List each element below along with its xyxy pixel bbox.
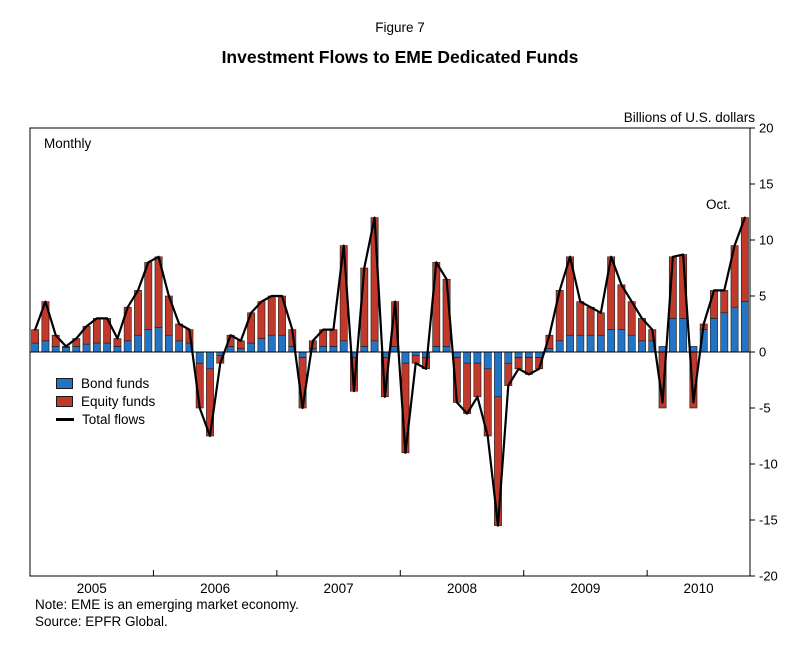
figure-number: Figure 7: [375, 20, 425, 35]
svg-text:15: 15: [759, 177, 773, 192]
units-label: Billions of U.S. dollars: [623, 110, 755, 125]
figure-title: Investment Flows to EME Dedicated Funds: [221, 47, 579, 67]
svg-text:5: 5: [759, 289, 766, 304]
svg-text:0: 0: [759, 345, 766, 360]
svg-text:-10: -10: [759, 457, 778, 472]
svg-text:2007: 2007: [324, 581, 354, 596]
equity-funds-swatch: [56, 395, 73, 407]
legend-row-total-flows: Total flows: [56, 410, 155, 428]
note-line: Note: EME is an emerging market economy.: [35, 597, 299, 612]
last-point-annotation: Oct.: [706, 197, 731, 212]
legend-label-bond-funds: Bond funds: [81, 375, 150, 391]
svg-text:10: 10: [759, 233, 773, 248]
svg-text:2006: 2006: [200, 581, 230, 596]
total-flows-swatch: [56, 417, 74, 421]
svg-text:2005: 2005: [77, 581, 107, 596]
svg-text:2008: 2008: [447, 581, 477, 596]
chart-legend: Bond funds Equity funds Total flows: [56, 374, 155, 428]
legend-row-bond-funds: Bond funds: [56, 374, 155, 392]
svg-text:20: 20: [759, 121, 773, 136]
legend-label-total-flows: Total flows: [82, 411, 146, 427]
bond-funds-swatch: [56, 377, 73, 389]
figure-notes: Note: EME is an emerging market economy.…: [35, 596, 299, 630]
frequency-label: Monthly: [44, 136, 92, 151]
svg-text:2010: 2010: [684, 581, 714, 596]
legend-label-equity-funds: Equity funds: [81, 393, 156, 409]
svg-text:-20: -20: [759, 569, 778, 584]
source-line: Source: EPFR Global.: [35, 614, 168, 629]
svg-text:-5: -5: [759, 401, 771, 416]
legend-row-equity-funds: Equity funds: [56, 392, 155, 410]
svg-text:2009: 2009: [570, 581, 600, 596]
svg-text:-15: -15: [759, 513, 778, 528]
